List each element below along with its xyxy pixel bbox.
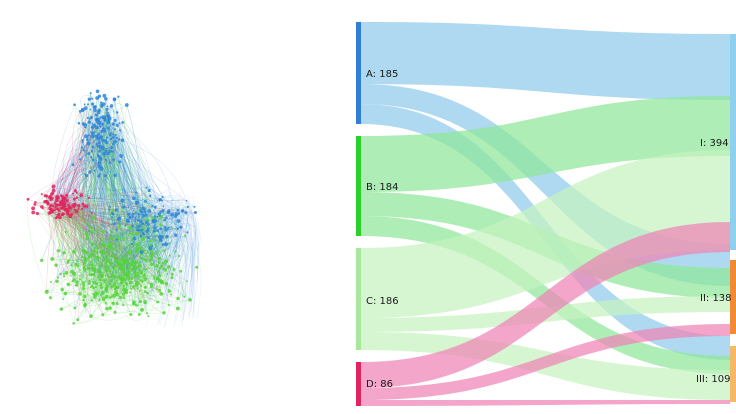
sankey-node-a bbox=[356, 22, 361, 124]
sankey-node-d bbox=[356, 362, 361, 406]
node-label-D: D: 86 bbox=[366, 379, 393, 390]
sankey-nodes bbox=[356, 22, 736, 406]
sankey-node-ii bbox=[730, 260, 736, 334]
network-nodes bbox=[26, 89, 199, 325]
sankey-diagram: A: 185 B: 184 C: 186 D: 86 I: 394 II: 13… bbox=[356, 22, 736, 406]
sankey-node-c bbox=[356, 248, 361, 350]
sankey-link-a-i bbox=[361, 22, 730, 100]
node-label-B: B: 184 bbox=[366, 182, 399, 193]
sankey-labels: A: 185 B: 184 C: 186 D: 86 I: 394 II: 13… bbox=[366, 69, 732, 390]
node-label-A: A: 185 bbox=[366, 69, 398, 80]
sankey-link-d-iii bbox=[361, 400, 730, 406]
sankey-links bbox=[361, 22, 730, 406]
sankey-node-i bbox=[730, 34, 736, 250]
node-label-III: III: 109 bbox=[696, 374, 730, 385]
node-label-C: C: 186 bbox=[366, 296, 399, 307]
sankey-link-b-i bbox=[361, 96, 730, 192]
sankey-link-d-ii bbox=[361, 324, 730, 400]
node-label-II: II: 138 bbox=[700, 293, 732, 304]
sankey-link-c-i bbox=[361, 150, 730, 318]
sankey-link-d-i bbox=[361, 222, 730, 388]
sankey-node-iii bbox=[730, 346, 736, 402]
network-graph bbox=[26, 89, 202, 328]
node-label-I: I: 394 bbox=[700, 138, 729, 149]
sankey-node-b bbox=[356, 136, 361, 236]
